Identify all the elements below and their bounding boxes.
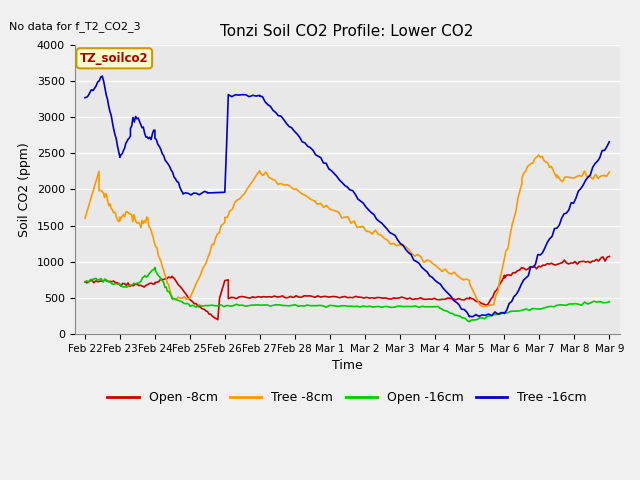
- Legend: Open -8cm, Tree -8cm, Open -16cm, Tree -16cm: Open -8cm, Tree -8cm, Open -16cm, Tree -…: [102, 386, 592, 409]
- Y-axis label: Soil CO2 (ppm): Soil CO2 (ppm): [18, 142, 31, 237]
- Text: No data for f_T2_CO2_3: No data for f_T2_CO2_3: [9, 22, 141, 32]
- Title: Tonzi Soil CO2 Profile: Lower CO2: Tonzi Soil CO2 Profile: Lower CO2: [220, 24, 474, 39]
- X-axis label: Time: Time: [332, 360, 362, 372]
- Text: TZ_soilco2: TZ_soilco2: [80, 52, 148, 65]
